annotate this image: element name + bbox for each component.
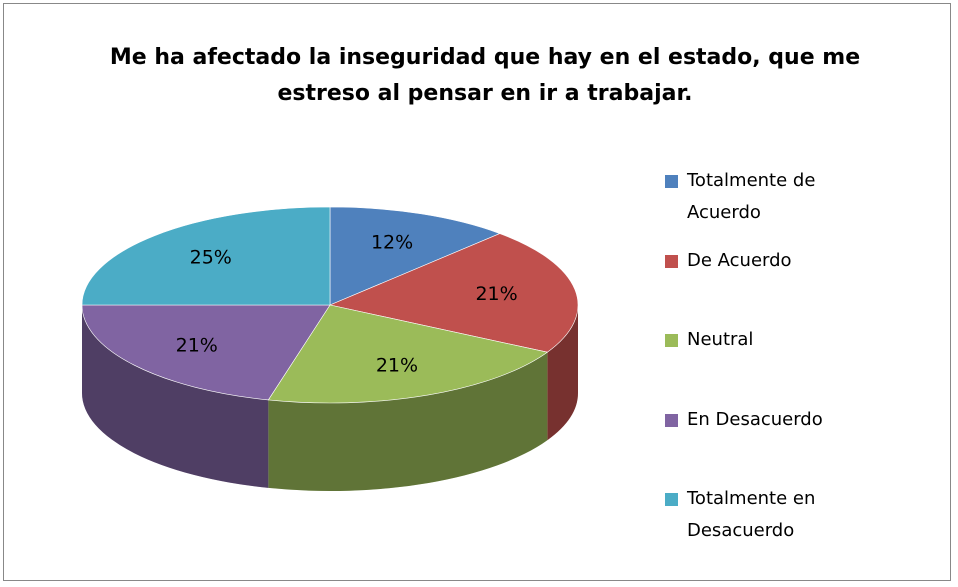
- legend-swatch: [665, 413, 678, 427]
- data-label: 12%: [371, 232, 413, 254]
- legend-label: Totalmente en Desacuerdo: [687, 488, 816, 541]
- legend-item: De Acuerdo: [665, 245, 950, 277]
- legend-swatch: [665, 254, 678, 268]
- data-label: 21%: [376, 355, 418, 377]
- slice: [329, 233, 579, 353]
- data-label: 21%: [176, 334, 218, 356]
- legend-item: Totalmente en Desacuerdo: [665, 483, 950, 547]
- slice-side: [82, 305, 269, 488]
- legend-item: Totalmente de Acuerdo: [665, 165, 950, 229]
- legend-item: Neutral: [665, 324, 950, 356]
- legend-item: En Desacuerdo: [665, 404, 950, 436]
- slice-side: [268, 352, 548, 491]
- slice: [329, 206, 501, 306]
- slice-side: [547, 305, 578, 441]
- slice-side-shade: [547, 305, 578, 441]
- slice: [81, 304, 331, 401]
- legend-label: De Acuerdo: [687, 249, 792, 271]
- slice-side-shade: [268, 352, 548, 491]
- data-label: 25%: [190, 246, 232, 268]
- legend-label: Neutral: [687, 329, 754, 350]
- data-label: 21%: [475, 283, 517, 305]
- legend-label: En Desacuerdo: [687, 408, 823, 430]
- slice: [81, 206, 331, 306]
- slice-side-shade: [82, 305, 269, 488]
- legend-label: Totalmente de Acuerdo: [687, 170, 816, 223]
- chart-title: Me ha afectado la inseguridad que hay en…: [109, 45, 861, 106]
- legend-swatch: [665, 175, 678, 188]
- slice: [267, 304, 549, 404]
- legend-swatch: [665, 493, 678, 506]
- legend-swatch: [665, 334, 678, 347]
